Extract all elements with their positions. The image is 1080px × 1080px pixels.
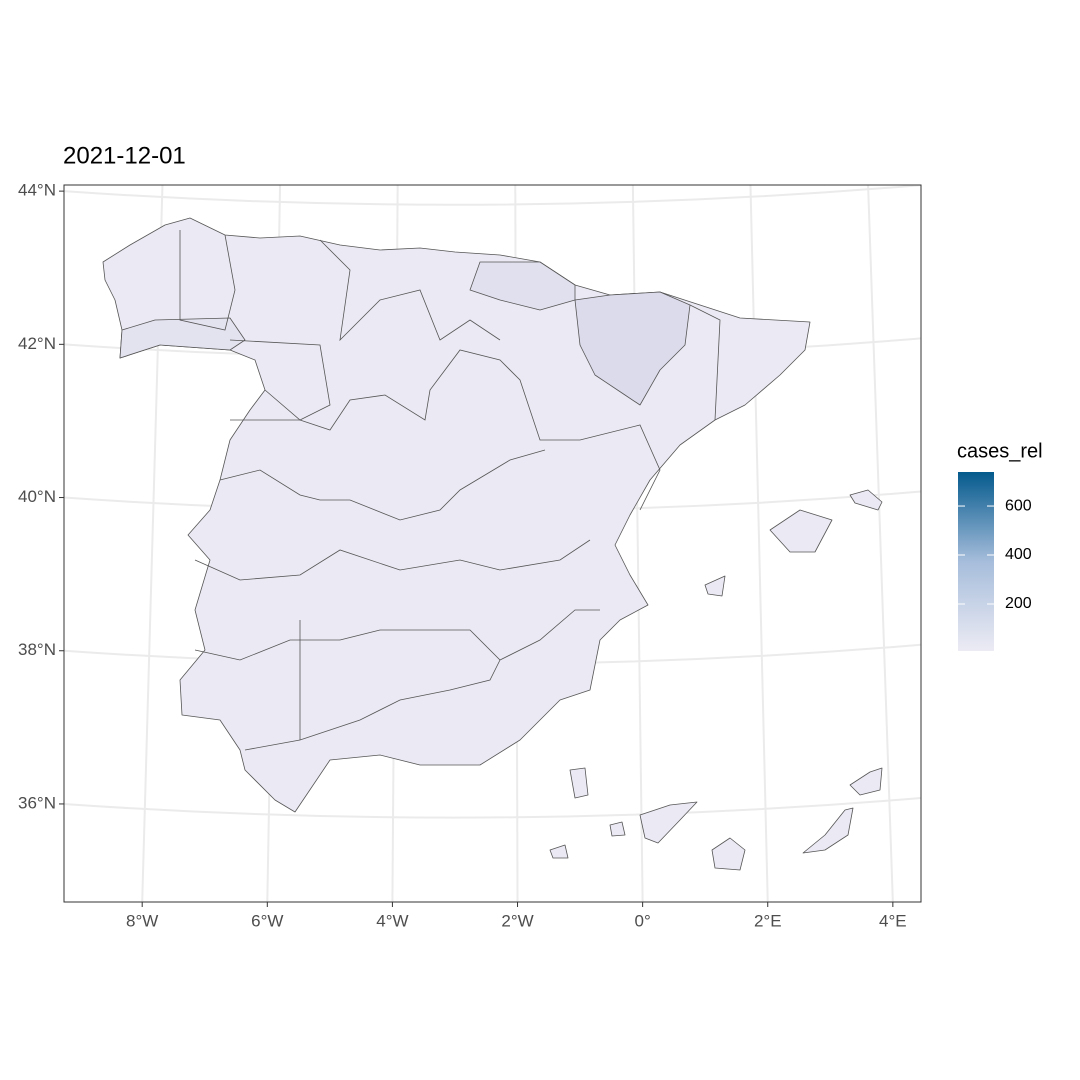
island [549,844,569,859]
grid-line [64,185,921,206]
north-west-region [119,317,246,359]
mainland [102,217,811,813]
regions [102,217,883,871]
legend-label: 400 [1005,546,1032,563]
x-tick-label: 2°E [754,911,782,930]
island [609,821,626,837]
x-tick-label: 8°W [126,911,158,930]
legend-title: cases_rel [957,440,1043,462]
border [194,609,600,661]
x-tick-label: 4°W [376,911,408,930]
y-tick-label: 38°N [18,640,56,659]
legend-label: 600 [1005,497,1032,514]
island [711,837,746,871]
legend-label: 200 [1005,595,1032,612]
grid-line [749,185,769,902]
colorbar [958,472,994,651]
island [704,575,726,597]
y-tick-label: 44°N [18,181,56,200]
border [194,539,591,581]
island [769,509,833,553]
border [179,230,236,331]
x-tick-label: 6°W [251,911,283,930]
island [849,767,883,796]
y-tick-label: 42°N [18,334,56,353]
y-tick-label: 36°N [18,793,56,812]
border [319,239,501,342]
grid-line [631,185,644,902]
y-tick-label: 40°N [18,487,56,506]
island [569,767,589,799]
x-tick-label: 4°E [879,911,907,930]
x-tick-label: 2°W [501,911,533,930]
map-title: 2021-12-01 [63,142,186,169]
island [639,801,698,844]
grid-line [867,185,894,902]
border [230,349,661,511]
border [229,339,331,421]
panel-border [63,184,922,903]
x-tick-label: 0° [634,911,650,930]
grid-line [64,796,921,819]
north-east-region [574,291,691,406]
border [219,449,546,521]
north-region [469,261,576,311]
island [802,807,854,854]
border [689,304,721,421]
island [849,489,883,511]
